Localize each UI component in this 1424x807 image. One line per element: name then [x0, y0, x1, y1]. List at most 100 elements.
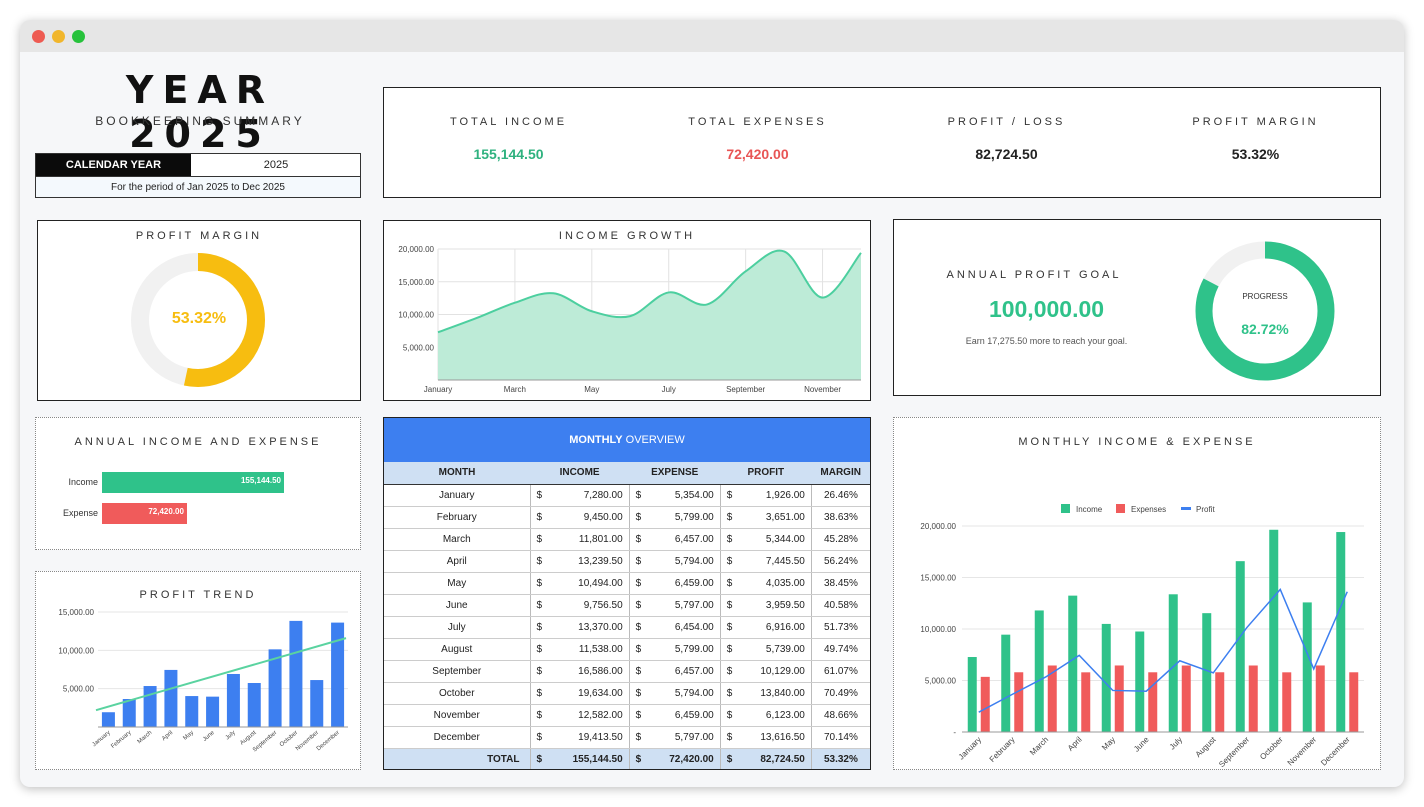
table-row: January $7,280.00 $5,354.00 $1,926.00 26.46% [384, 484, 870, 507]
cell-margin: 45.28% [811, 528, 870, 551]
panel-title: INCOME GROWTH [558, 230, 696, 242]
income-bar [1101, 623, 1111, 732]
total-label: TOTAL [384, 748, 531, 769]
cell-profit: $13,840.00 [720, 682, 812, 705]
profit-bar [310, 680, 324, 727]
kpi-value: 155,144.50 [473, 146, 544, 162]
cell-income: $9,450.00 [530, 506, 630, 529]
cell-expense-value: 5,794.00 [674, 687, 714, 699]
x-tick-label: November [804, 385, 841, 394]
profit-bar [164, 669, 178, 727]
income-area-fill [438, 250, 861, 380]
table-row: July $13,370.00 $6,454.00 $6,916.00 51.73% [384, 616, 870, 639]
currency-symbol: $ [635, 533, 642, 545]
cell-month: April [384, 550, 531, 573]
profit-trendline [95, 637, 347, 712]
total-margin: 53.32% [811, 748, 870, 769]
cell-profit-value: 6,916.00 [765, 621, 805, 633]
cell-income-value: 13,239.50 [578, 555, 623, 567]
income-bar [1068, 595, 1078, 732]
cell-margin: 70.49% [811, 682, 870, 705]
cell-expense: $5,794.00 [629, 550, 721, 573]
y-tick-label: 15,000.00 [58, 608, 94, 617]
kpi-summary-panel: TOTAL INCOME 155,144.50 TOTAL EXPENSES 7… [383, 87, 1381, 198]
income-bar [1034, 610, 1044, 732]
cell-income: $10,494.00 [530, 572, 630, 595]
currency-symbol: $ [536, 511, 543, 523]
cell-margin: 38.63% [811, 506, 870, 529]
expense-bar [1315, 665, 1325, 732]
expense-bar [1114, 665, 1124, 732]
expense-bar-label: Expense [62, 508, 98, 518]
expense-bar [1282, 672, 1292, 732]
progress-value: 82.72% [1241, 321, 1289, 337]
expense-bar [1215, 672, 1225, 732]
cell-expense-value: 5,794.00 [674, 555, 714, 567]
minimize-window-button[interactable] [52, 30, 65, 43]
currency-symbol: $ [536, 665, 543, 677]
expense-bar: 72,420.00 [102, 503, 187, 524]
monthly-income-expense-panel: MONTHLY INCOME & EXPENSE Income Expenses P… [893, 417, 1381, 770]
cell-profit-value: 13,840.00 [760, 687, 805, 699]
annual-income-expense-panel: ANNUAL INCOME AND EXPENSE Income 155,144… [35, 417, 361, 550]
cell-income: $13,370.00 [530, 616, 630, 639]
cell-profit-value: 10,129.00 [760, 665, 805, 677]
calendar-year-value[interactable]: 2025 [263, 159, 289, 171]
x-tick-label: July [225, 730, 237, 741]
y-tick-label: 10,000.00 [58, 646, 94, 655]
legend-label-profit: Profit [1196, 505, 1215, 514]
table-row: June $9,756.50 $5,797.00 $3,959.50 40.58% [384, 594, 870, 617]
cell-profit-value: 5,739.00 [765, 643, 805, 655]
x-tick-label: March [504, 385, 526, 394]
currency-symbol: $ [726, 731, 733, 743]
cell-month: December [384, 726, 531, 749]
cell-income: $19,634.00 [530, 682, 630, 705]
profit-margin-donut [131, 253, 265, 387]
currency-symbol: $ [635, 709, 642, 721]
cell-expense: $5,799.00 [629, 638, 721, 661]
kpi-value: 82,724.50 [975, 146, 1038, 162]
cell-expense: $5,354.00 [629, 484, 721, 507]
expense-bar [1248, 665, 1258, 732]
x-tick-label: June [1132, 735, 1151, 754]
expense-bar [1181, 665, 1191, 732]
cell-profit: $7,445.50 [720, 550, 812, 573]
currency-symbol: $ [726, 709, 733, 721]
x-tick-label: March [1028, 735, 1050, 757]
cell-expense: $6,459.00 [629, 572, 721, 595]
currency-symbol: $ [635, 643, 642, 655]
title-bar [20, 20, 1404, 52]
cell-month: November [384, 704, 531, 727]
kpi-label: PROFIT / LOSS [947, 116, 1066, 128]
cell-month: July [384, 616, 531, 639]
profit-bar [268, 649, 282, 727]
col-header-month: MONTH [384, 462, 530, 485]
x-tick-label: September [726, 385, 765, 394]
x-tick-label: October [1258, 735, 1285, 762]
cell-expense: $5,797.00 [629, 594, 721, 617]
table-row: October $19,634.00 $5,794.00 $13,840.00 70.4… [384, 682, 870, 705]
cell-month: March [384, 528, 531, 551]
currency-symbol: $ [726, 621, 733, 633]
kpi-label: TOTAL EXPENSES [688, 116, 827, 128]
cell-expense: $6,457.00 [629, 528, 721, 551]
currency-symbol: $ [536, 533, 543, 545]
cell-expense: $6,454.00 [629, 616, 721, 639]
y-tick-label: 5,000.00 [63, 685, 95, 694]
panel-title: ANNUAL INCOME AND EXPENSE [74, 436, 322, 448]
income-bar [1202, 613, 1212, 732]
profit-bar [226, 673, 240, 727]
donut-progress-arc [1195, 241, 1335, 381]
cell-month: January [384, 484, 531, 507]
cell-profit: $4,035.00 [720, 572, 812, 595]
cell-income-value: 12,582.00 [578, 709, 623, 721]
cell-profit: $3,959.50 [720, 594, 812, 617]
monthly-overview-panel: MONTHLY OVERVIEW MONTH INCOME EXPENSE PR… [383, 417, 871, 770]
total-expense-value: 72,420.00 [669, 753, 714, 765]
cell-expense-value: 5,799.00 [674, 511, 714, 523]
close-window-button[interactable] [32, 30, 45, 43]
panel-title: PROFIT TREND [139, 589, 257, 601]
cell-profit-value: 3,651.00 [765, 511, 805, 523]
maximize-window-button[interactable] [72, 30, 85, 43]
cell-expense-value: 5,799.00 [674, 643, 714, 655]
